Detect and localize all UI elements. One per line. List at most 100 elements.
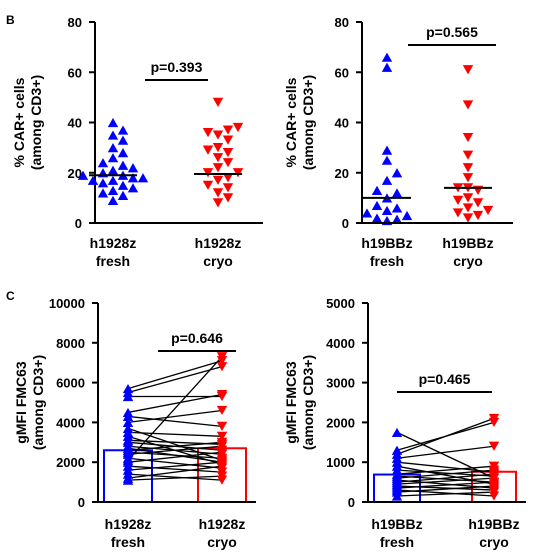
y-tick-label: 20: [68, 166, 82, 181]
fresh-data-point: [391, 449, 403, 459]
cryo-data-point: [216, 431, 228, 441]
paired-line: [396, 469, 495, 477]
cryo-data-point: [488, 467, 500, 477]
paired-line: [396, 477, 495, 485]
fresh-data-point: [127, 183, 139, 193]
paired-line: [396, 417, 495, 455]
y-tick-label: 0: [78, 495, 85, 510]
y-tick-label: 80: [335, 15, 349, 30]
p-value-label: p=0.393: [151, 59, 203, 75]
chart-panel-1: 0 20 40 60 80 % CAR+ cells(among CD3+) h1928z f…: [11, 15, 263, 269]
cryo-data-point: [222, 135, 234, 145]
cryo-data-point: [212, 130, 224, 140]
y-tick-label: 0: [75, 216, 82, 231]
fresh-data-point: [107, 117, 119, 128]
paired-line: [396, 465, 495, 475]
cryo-data-point: [488, 413, 500, 424]
y-axis-title-line: gMFI FMC63: [13, 361, 29, 444]
fresh-data-point: [117, 190, 129, 200]
paired-line: [127, 393, 223, 414]
fresh-data-point: [122, 443, 134, 453]
fresh-data-point: [371, 200, 383, 211]
fresh-data-point: [391, 214, 403, 224]
x-category-label: h1928z: [195, 235, 242, 251]
cryo-data-point: [212, 143, 224, 153]
y-tick-label: 2000: [326, 415, 355, 430]
fresh-data-point: [381, 145, 393, 155]
y-tick-label: 10000: [49, 296, 85, 311]
cryo-data-point: [202, 180, 214, 190]
paired-line: [127, 475, 223, 481]
y-tick-label: 5000: [326, 296, 355, 311]
y-tick-label: 0: [342, 216, 349, 231]
x-category-label: cryo: [479, 534, 509, 550]
fresh-data-point: [117, 135, 129, 145]
fresh-data-point: [391, 168, 403, 178]
fresh-data-point: [122, 383, 134, 394]
cryo-data-point: [462, 213, 474, 223]
paired-line: [127, 415, 223, 428]
paired-line: [396, 479, 495, 489]
paired-line: [127, 356, 223, 461]
x-category-label: h1928z: [90, 235, 137, 251]
y-axis-title: % CAR+ cells(among CD3+): [11, 75, 44, 170]
paired-line: [127, 461, 223, 471]
cryo-data-point: [462, 193, 474, 203]
fresh-data-point: [117, 148, 129, 158]
cryo-data-point: [488, 473, 500, 483]
paired-line: [127, 465, 223, 473]
cryo-data-point: [216, 352, 228, 362]
y-tick-label: 4000: [56, 415, 85, 430]
fresh-data-point: [107, 130, 119, 140]
y-axis-title-line: gMFI FMC63: [283, 361, 299, 444]
y-tick-label: 2000: [56, 455, 85, 470]
fresh-data-point: [401, 210, 413, 221]
chart-panel-2: 0 20 40 60 80 % CAR+ cells(among CD3+) h19BBz f…: [283, 15, 513, 269]
fresh-data-point: [117, 160, 129, 170]
cryo-data-point: [462, 203, 474, 213]
paired-line: [127, 427, 223, 461]
cryo-data-point: [216, 457, 228, 467]
fresh-data-point: [97, 158, 109, 168]
cryo-data-point: [488, 461, 500, 471]
fresh-data-point: [381, 175, 393, 185]
fresh-data-point: [381, 52, 393, 62]
cryo-data-point: [216, 391, 228, 402]
fresh-data-point: [391, 188, 403, 198]
fresh-data-point: [107, 153, 119, 163]
cryo-data-point: [452, 195, 464, 205]
y-tick-label: 4000: [326, 336, 355, 351]
fresh-data-point: [127, 173, 139, 183]
fresh-data-point: [117, 125, 129, 135]
panel-label-b: B: [6, 13, 15, 27]
cryo-data-point: [232, 168, 244, 178]
cryo-data-point: [222, 183, 234, 193]
y-tick-label: 60: [335, 65, 349, 80]
chart-panel-4: 0 1000 2000 3000 4000 5000 gMFI FMC63(among CD…: [283, 296, 526, 550]
x-category-label: h19BBz: [361, 235, 412, 251]
cryo-data-point: [212, 153, 224, 163]
cryo-data-point: [482, 205, 494, 216]
cryo-data-point: [202, 168, 214, 178]
paired-line: [396, 445, 495, 459]
paired-line: [396, 489, 495, 497]
fresh-data-point: [391, 427, 403, 437]
x-category-label: h19BBz: [371, 516, 422, 532]
fresh-data-point: [122, 417, 134, 427]
cryo-data-point: [488, 479, 500, 489]
paired-line: [396, 491, 495, 497]
cryo-data-point: [202, 127, 214, 138]
x-category-label: cryo: [453, 253, 483, 269]
y-tick-label: 8000: [56, 336, 85, 351]
paired-line: [127, 360, 223, 390]
cryo-data-point: [212, 188, 224, 198]
fresh-data-point: [117, 180, 129, 190]
fresh-data-point: [381, 62, 393, 72]
cryo-data-point: [222, 158, 234, 168]
x-category-label: cryo: [207, 534, 237, 550]
y-tick-label: 40: [68, 116, 82, 131]
cryo-data-point: [212, 198, 224, 208]
cryo-data-point: [212, 163, 224, 173]
y-axis-title-line: (among CD3+): [28, 75, 44, 170]
cryo-data-point: [462, 100, 474, 110]
